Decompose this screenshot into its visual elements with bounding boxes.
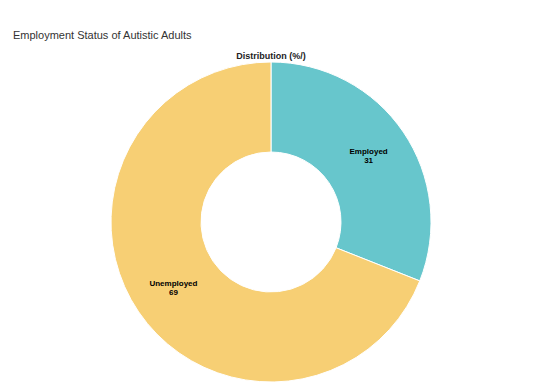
- svg-text:31: 31: [364, 156, 373, 165]
- svg-text:Employment Status of Autistic: Employment Status of Autistic Adults: [13, 29, 192, 41]
- svg-text:69: 69: [169, 288, 178, 297]
- svg-text:Distribution (%/): Distribution (%/): [236, 51, 306, 61]
- svg-text:Employed: Employed: [349, 147, 387, 156]
- svg-text:Unemployed: Unemployed: [149, 279, 197, 288]
